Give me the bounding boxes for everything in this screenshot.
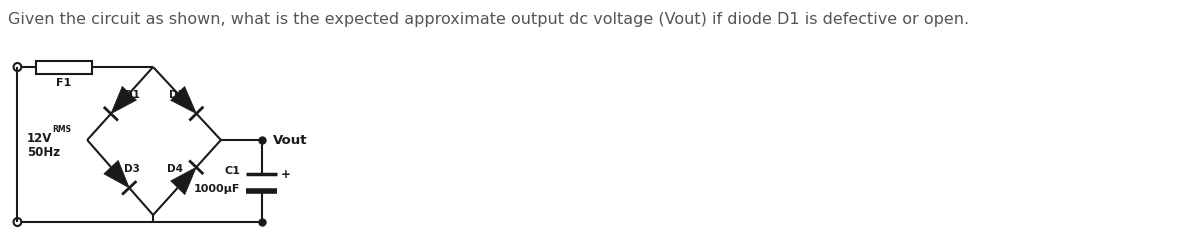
Polygon shape	[104, 161, 130, 188]
Text: Given the circuit as shown, what is the expected approximate output dc voltage (: Given the circuit as shown, what is the …	[7, 12, 968, 27]
Text: +: +	[281, 168, 290, 180]
Text: 12V: 12V	[28, 132, 53, 144]
Polygon shape	[170, 86, 197, 114]
Polygon shape	[170, 167, 197, 195]
Text: F1: F1	[56, 78, 72, 88]
Text: C1: C1	[224, 166, 240, 176]
Text: RMS: RMS	[53, 125, 71, 134]
Text: Vout: Vout	[274, 134, 307, 146]
Text: D3: D3	[124, 165, 139, 174]
Polygon shape	[110, 86, 137, 114]
Text: D1: D1	[124, 90, 139, 101]
Text: 1000μF: 1000μF	[194, 184, 240, 194]
Text: D4: D4	[167, 165, 184, 174]
Bar	[36, 61, 92, 74]
Text: 50Hz: 50Hz	[28, 146, 60, 160]
Text: D2: D2	[169, 90, 185, 101]
